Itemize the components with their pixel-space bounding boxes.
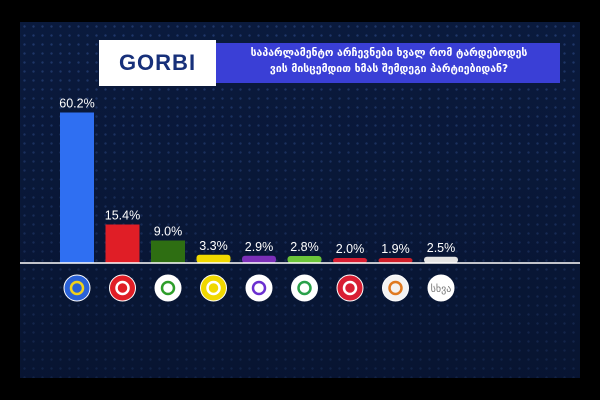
victory-hand-icon — [200, 274, 227, 302]
victory-hand-icon-bg — [200, 274, 227, 302]
bar-party-5 — [242, 255, 276, 263]
bar-other — [424, 256, 458, 263]
value-label-party-7: 2.0% — [336, 242, 365, 256]
value-label-party-8: 1.9% — [381, 242, 410, 256]
arrow-circle-icon — [154, 274, 182, 302]
bar-party-8 — [378, 258, 413, 263]
bar-party-4 — [196, 254, 231, 263]
horse-head-icon-glyph — [342, 280, 358, 296]
bar-party-3 — [151, 240, 185, 263]
pinecone-icon-glyph — [297, 280, 312, 296]
stars-circle-icon-bg — [63, 274, 91, 302]
horse-head-icon-bg — [336, 274, 364, 302]
other-icon-text: სხვა — [431, 283, 452, 295]
other-icon: სხვა — [427, 274, 455, 302]
handshake-icon-glyph — [115, 280, 130, 296]
bar-party-7 — [333, 258, 367, 263]
arrow-circle-icon-glyph — [160, 280, 176, 296]
pinecone-icon — [291, 274, 318, 302]
lion-emblem-icon-bg — [382, 274, 409, 302]
bar-party-2 — [105, 224, 140, 263]
play-arrow-icon-glyph — [251, 280, 267, 296]
lion-emblem-icon — [382, 274, 409, 302]
pinecone-icon-bg — [291, 274, 318, 302]
other-icon-bg — [427, 274, 455, 302]
bar-party-6 — [287, 256, 322, 263]
gorbi-logo: GORBI — [99, 40, 216, 86]
lion-emblem-icon-glyph — [388, 280, 403, 296]
horse-head-icon — [336, 274, 364, 302]
victory-hand-icon-glyph — [206, 280, 221, 296]
arrow-circle-icon-bg — [154, 274, 182, 302]
value-label-other: 2.5% — [427, 241, 456, 255]
value-label-party-6: 2.8% — [290, 240, 319, 254]
stars-circle-icon — [63, 274, 91, 302]
play-arrow-icon — [245, 274, 273, 302]
stars-circle-icon-glyph — [69, 280, 85, 296]
bar-party-1 — [60, 112, 94, 263]
value-label-party-1: 60.2% — [59, 97, 94, 111]
value-label-party-5: 2.9% — [245, 240, 274, 254]
value-label-party-4: 3.3% — [199, 239, 228, 253]
value-label-party-2: 15.4% — [105, 209, 140, 223]
logo-text: GORBI — [118, 50, 197, 75]
play-arrow-icon-bg — [245, 274, 273, 302]
value-label-party-3: 9.0% — [154, 225, 183, 239]
handshake-icon-bg — [109, 274, 136, 302]
handshake-icon — [109, 274, 136, 302]
poll-question: საპარლამენტო არჩევნები ხვალ რომ ტარდებოდ… — [250, 47, 528, 75]
